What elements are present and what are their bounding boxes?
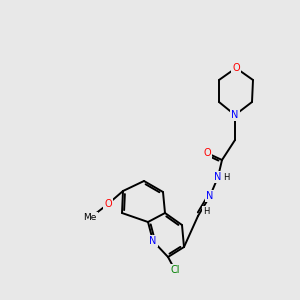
Text: H: H	[223, 172, 229, 182]
Text: N: N	[231, 110, 239, 120]
Text: O: O	[203, 148, 211, 158]
Text: Me: Me	[83, 214, 97, 223]
Text: O: O	[232, 63, 240, 73]
Text: N: N	[206, 191, 214, 201]
Text: N: N	[214, 172, 222, 182]
Text: O: O	[104, 199, 112, 209]
Text: N: N	[149, 236, 157, 246]
Text: Cl: Cl	[170, 265, 180, 275]
Text: H: H	[203, 208, 209, 217]
